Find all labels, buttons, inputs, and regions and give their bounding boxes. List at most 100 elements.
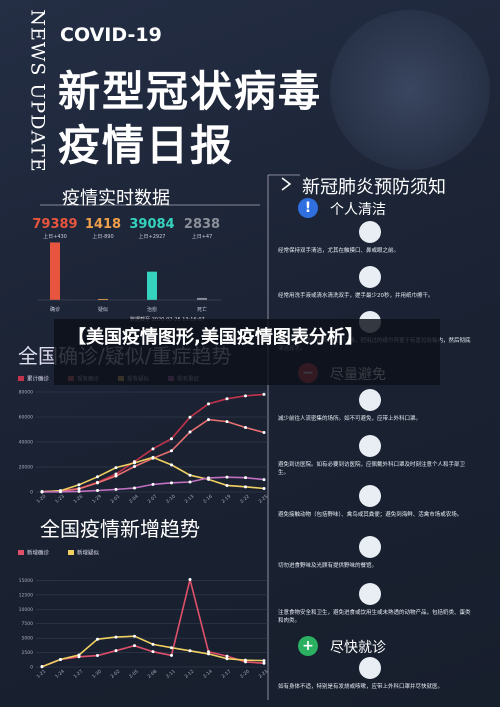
item-icon xyxy=(359,657,381,679)
y-tick-label: 15000 xyxy=(19,578,33,584)
stat-value: 39084 xyxy=(129,217,174,232)
x-tick-label: 2-19 xyxy=(221,494,233,505)
point xyxy=(151,482,155,486)
stat-change: 上日+47 xyxy=(192,233,213,240)
x-tick-label: 2-04 xyxy=(128,494,140,505)
legend-swatch xyxy=(18,376,24,381)
section-badge: ! xyxy=(298,198,318,218)
x-tick-label: 2-05 xyxy=(128,669,140,680)
y-tick-label: 10000 xyxy=(19,607,33,613)
point xyxy=(207,476,210,480)
overlay-title: 【美国疫情图形,美国疫情图表分析】 xyxy=(54,319,440,385)
item-text: 经常用洗手液或清水清洗双手，搓手最少20秒，并用纸巾擦干。 xyxy=(278,293,434,299)
section-badge: + xyxy=(298,636,318,656)
point xyxy=(262,392,266,396)
point xyxy=(207,402,210,406)
item-text: 经常保持双手清洁，尤其在触摸口、鼻或眼之前。 xyxy=(278,248,400,254)
title-line: 疫情日报 xyxy=(58,121,235,170)
point xyxy=(151,447,155,451)
series-line xyxy=(41,579,265,668)
point xyxy=(262,431,266,434)
point xyxy=(151,642,155,646)
point xyxy=(262,478,266,482)
x-tick-label: 1-26 xyxy=(73,494,85,505)
tag: COVID-19 xyxy=(60,24,162,46)
point xyxy=(114,474,118,478)
bar xyxy=(98,298,108,300)
item-icon xyxy=(359,583,381,605)
item-icon xyxy=(359,389,381,411)
x-tick-label: 确诊 xyxy=(50,306,60,313)
y-tick-label: 5000 xyxy=(22,636,34,642)
y-tick-label: 20000 xyxy=(19,465,33,471)
x-tick-label: 1-23 xyxy=(54,494,66,505)
point xyxy=(40,490,44,494)
point xyxy=(225,483,229,487)
legend-label: 累计确诊 xyxy=(27,375,50,383)
item-icon xyxy=(359,485,381,507)
x-tick-label: 疑似 xyxy=(98,306,108,313)
legend-swatch xyxy=(18,550,24,555)
item-icon xyxy=(359,435,381,457)
series-line xyxy=(41,418,265,493)
section-title: 全国疫情新增趋势 xyxy=(40,517,200,541)
legend-swatch xyxy=(68,550,74,555)
x-tick-label: 2-10 xyxy=(165,494,177,505)
item-text: 避免到访医院。如有必要到访医院，应佩戴外科口罩及时刻注意个人和手部卫生。 xyxy=(278,462,466,476)
section-heading: 个人清洁 xyxy=(330,202,386,218)
point xyxy=(225,420,229,424)
x-tick-label: 2-23 xyxy=(258,669,270,680)
item-text: 切勿进食野味及光顾有提供野味的餐馆。 xyxy=(278,563,378,569)
stat-change: 上日+2927 xyxy=(139,233,166,240)
y-tick-label: 60000 xyxy=(19,415,33,421)
point xyxy=(262,659,266,663)
point xyxy=(77,483,81,487)
y-tick-label: 0 xyxy=(30,665,33,671)
point xyxy=(225,657,229,661)
point xyxy=(262,486,266,490)
point xyxy=(133,644,136,648)
point xyxy=(170,653,173,657)
point xyxy=(244,394,247,398)
x-tick-label: 2-07 xyxy=(147,494,159,505)
point xyxy=(114,635,118,639)
item-icon xyxy=(359,536,381,558)
bar xyxy=(50,242,60,300)
x-tick-label: 2-08 xyxy=(147,669,159,680)
point xyxy=(188,578,192,582)
stat-value: 79389 xyxy=(32,217,77,232)
point xyxy=(170,449,173,453)
stat-value: 2838 xyxy=(184,217,220,232)
item-text: 注意食物安全和卫生，避免进食或饮用生或未熟透的动物产品，包括奶类、蛋类和肉类。 xyxy=(278,610,471,624)
x-tick-label: 2-12 xyxy=(184,669,196,680)
point xyxy=(188,415,192,419)
x-tick-label: 1-30 xyxy=(91,669,103,680)
point xyxy=(96,637,99,641)
point xyxy=(225,397,229,401)
section-heading: 尽快就诊 xyxy=(330,640,386,656)
point xyxy=(96,475,99,479)
x-tick-label: 2-02 xyxy=(110,669,122,680)
x-tick-label: 2-14 xyxy=(202,669,214,680)
point xyxy=(170,463,173,467)
point xyxy=(133,486,136,490)
x-tick-label: 1-24 xyxy=(54,669,66,680)
point xyxy=(96,481,99,485)
x-tick-label: 1-21 xyxy=(36,669,48,680)
point xyxy=(40,665,44,669)
point xyxy=(244,658,247,662)
stat-value: 1418 xyxy=(85,217,121,232)
y-tick-label: 0 xyxy=(30,490,33,496)
point xyxy=(59,490,62,494)
point xyxy=(225,475,229,479)
point xyxy=(207,652,210,656)
x-tick-label: 2-16 xyxy=(202,494,214,505)
y-tick-label: 7500 xyxy=(22,621,34,627)
x-tick-label: 1-29 xyxy=(91,494,103,505)
section-title: 疫情实时数据 xyxy=(62,188,170,209)
y-tick-label: 12500 xyxy=(19,592,33,598)
point xyxy=(133,465,136,468)
point xyxy=(96,488,99,492)
point xyxy=(59,657,62,661)
